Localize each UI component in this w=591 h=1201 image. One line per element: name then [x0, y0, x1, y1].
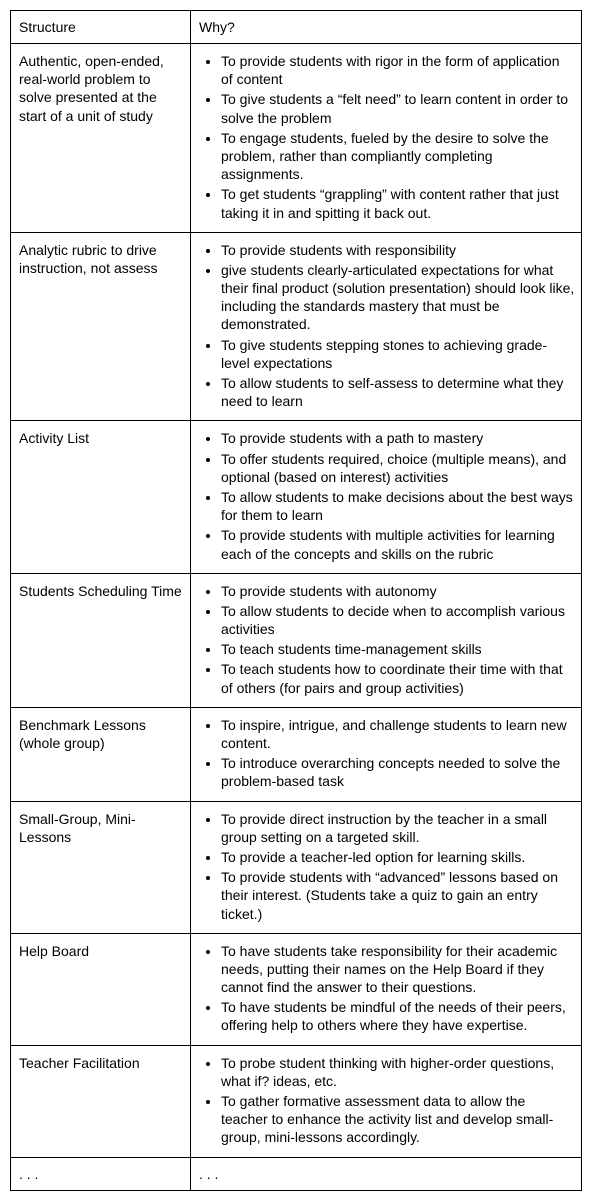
why-cell: To probe student thinking with higher-or…: [191, 1045, 582, 1157]
why-list-item: To give students a “felt need” to learn …: [221, 90, 575, 126]
why-list-item: To teach students time-management skills: [221, 640, 575, 658]
why-list: To have students take responsibility for…: [199, 942, 575, 1035]
why-list-item: To allow students to self-assess to dete…: [221, 374, 575, 410]
header-why: Why?: [191, 11, 582, 44]
why-list-item: To teach students how to coordinate thei…: [221, 660, 575, 696]
why-list-item: To have students take responsibility for…: [221, 942, 575, 997]
why-list-item: To inspire, intrigue, and challenge stud…: [221, 716, 575, 752]
structure-label: Teacher Facilitation: [19, 1054, 184, 1072]
why-list-item: To allow students to make decisions abou…: [221, 488, 575, 524]
header-row: Structure Why?: [11, 11, 582, 44]
table-row: Analytic rubric to drive instruction, no…: [11, 232, 582, 421]
why-list-item: To allow students to decide when to acco…: [221, 602, 575, 638]
table-row: Students Scheduling Time To provide stude…: [11, 573, 582, 707]
table-row: Help Board To have students take responsi…: [11, 933, 582, 1045]
why-cell: To provide students with responsibility g…: [191, 232, 582, 421]
structure-cell: Analytic rubric to drive instruction, no…: [11, 232, 191, 421]
table-row: Activity List To provide students with a …: [11, 421, 582, 573]
why-list-item: To have students be mindful of the needs…: [221, 998, 575, 1034]
why-cell: To provide students with a path to maste…: [191, 421, 582, 573]
why-cell: To provide students with rigor in the fo…: [191, 44, 582, 233]
structure-label: Help Board: [19, 942, 184, 960]
why-list: To provide students with responsibility g…: [199, 241, 575, 411]
why-list-item: To provide students with autonomy: [221, 582, 575, 600]
why-list-item: To engage students, fueled by the desire…: [221, 129, 575, 184]
why-list-item: To probe student thinking with higher-or…: [221, 1054, 575, 1090]
why-list: To provide direct instruction by the tea…: [199, 810, 575, 923]
structure-label: Small-Group, Mini-Lessons: [19, 810, 184, 846]
structure-cell: Authentic, open-ended, real-world proble…: [11, 44, 191, 233]
header-structure: Structure: [11, 11, 191, 44]
why-list-item: To provide students with “advanced” less…: [221, 868, 575, 923]
table-body: Authentic, open-ended, real-world proble…: [11, 44, 582, 1191]
table-row: Teacher Facilitation To probe student thi…: [11, 1045, 582, 1157]
structure-label: Analytic rubric to drive instruction, no…: [19, 241, 184, 277]
why-cell: To provide direct instruction by the tea…: [191, 801, 582, 933]
why-list-item: To provide students with multiple activi…: [221, 526, 575, 562]
structure-cell: Benchmark Lessons (whole group): [11, 707, 191, 801]
why-list: To inspire, intrigue, and challenge stud…: [199, 716, 575, 791]
structure-cell: Students Scheduling Time: [11, 573, 191, 707]
structure-label: Authentic, open-ended, real-world proble…: [19, 52, 184, 125]
why-list-item: To provide direct instruction by the tea…: [221, 810, 575, 846]
why-list: To provide students with rigor in the fo…: [199, 52, 575, 222]
structure-label: Benchmark Lessons (whole group): [19, 716, 184, 752]
why-list-item: To provide students with rigor in the fo…: [221, 52, 575, 88]
table-row: Benchmark Lessons (whole group) To inspir…: [11, 707, 582, 801]
why-list: To probe student thinking with higher-or…: [199, 1054, 575, 1147]
table-row: Authentic, open-ended, real-world proble…: [11, 44, 582, 233]
why-list-item: To gather formative assessment data to a…: [221, 1092, 575, 1147]
structure-cell: Teacher Facilitation: [11, 1045, 191, 1157]
footer-right: . . .: [191, 1157, 582, 1190]
why-list-item: To offer students required, choice (mult…: [221, 450, 575, 486]
structure-cell: Activity List: [11, 421, 191, 573]
why-list-item: give students clearly-articulated expect…: [221, 261, 575, 334]
why-list-item: To provide a teacher-led option for lear…: [221, 848, 575, 866]
why-list: To provide students with a path to maste…: [199, 429, 575, 562]
structure-label: Students Scheduling Time: [19, 582, 184, 600]
why-cell: To have students take responsibility for…: [191, 933, 582, 1045]
why-list-item: To introduce overarching concepts needed…: [221, 754, 575, 790]
why-list-item: To provide students with a path to maste…: [221, 429, 575, 447]
why-list-item: To get students “grappling” with content…: [221, 185, 575, 221]
structure-cell: Help Board: [11, 933, 191, 1045]
structure-label: Activity List: [19, 429, 184, 447]
structure-cell: Small-Group, Mini-Lessons: [11, 801, 191, 933]
why-cell: To inspire, intrigue, and challenge stud…: [191, 707, 582, 801]
why-cell: To provide students with autonomy To allo…: [191, 573, 582, 707]
why-list-item: To give students stepping stones to achi…: [221, 336, 575, 372]
footer-left: . . .: [11, 1157, 191, 1190]
structure-why-table: Structure Why? Authentic, open-ended, re…: [10, 10, 582, 1191]
why-list: To provide students with autonomy To allo…: [199, 582, 575, 697]
table-row: Small-Group, Mini-Lessons To provide dire…: [11, 801, 582, 933]
why-list-item: To provide students with responsibility: [221, 241, 575, 259]
footer-row: . . .. . .: [11, 1157, 582, 1190]
